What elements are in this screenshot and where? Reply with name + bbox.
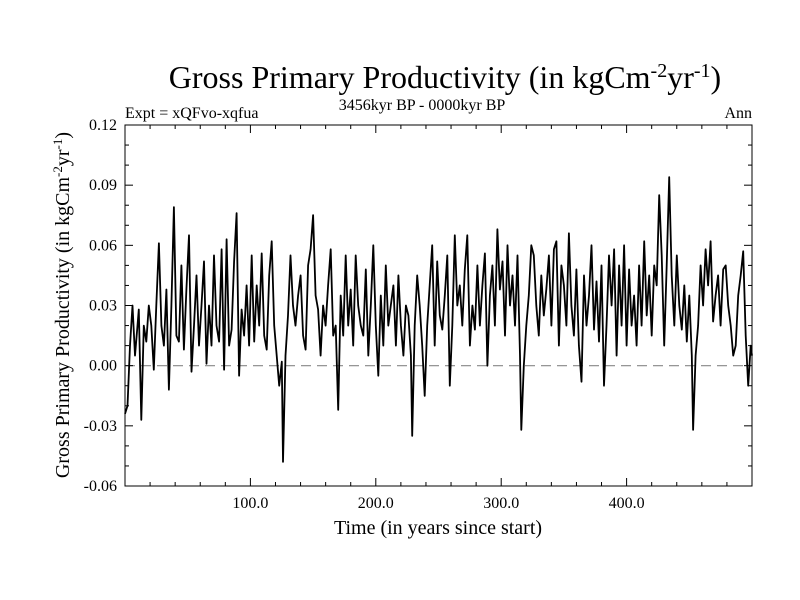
experiment-label: Expt = xQFvo-xqfua [125,105,258,122]
y-tick-label-0.12: 0.12 [89,117,117,134]
time-range-label: 3456kyr BP - 0000kyr BP [339,97,506,114]
y-tick-label-0.00: 0.00 [89,358,117,375]
y-tick-label-0.03: 0.03 [89,298,117,315]
y-tick-label-0.09: 0.09 [89,177,117,194]
y-tick-label--0.03: -0.03 [84,418,117,435]
x-axis-label: Time (in years since start) [334,517,542,539]
y-tick-label--0.06: -0.06 [84,478,117,495]
season-label: Ann [724,105,752,122]
x-tick-label-100.0: 100.0 [232,495,268,512]
y-tick-label-0.06: 0.06 [89,237,117,254]
y-axis-ticks: -0.06 -0.03 0.00 0.03 0.06 0.09 0.12 [84,117,752,495]
chart-title: Gross Primary Productivity (in kgCm-2yr-… [169,59,721,95]
x-axis-ticks: 100.0 200.0 300.0 400.0 [149,125,728,512]
y-axis-label: Gross Primary Productivity (in kgCm-2yr-… [50,132,75,478]
x-tick-label-400.0: 400.0 [609,495,645,512]
x-tick-label-200.0: 200.0 [358,495,394,512]
x-tick-label-300.0: 300.0 [483,495,519,512]
series-line-gpp [124,176,753,463]
